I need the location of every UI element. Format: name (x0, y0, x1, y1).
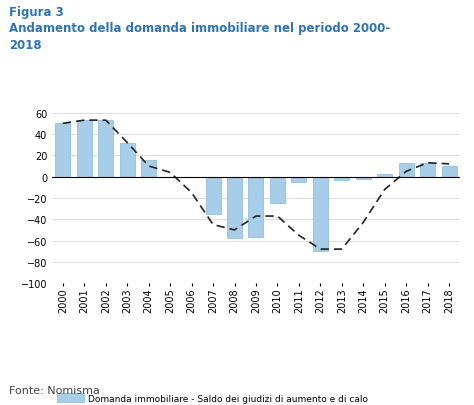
Bar (141, 160, 156, 177)
Bar (313, 177, 328, 252)
Bar (442, 166, 456, 177)
Legend: Domanda immobiliare - Saldo dei giudizi di aumento e di calo, Linea di tendenza : Domanda immobiliare - Saldo dei giudizi … (57, 394, 433, 405)
Bar (55, 124, 70, 177)
Bar (377, 175, 392, 177)
Text: Figura 3: Figura 3 (9, 6, 64, 19)
Bar (248, 177, 264, 238)
Bar (334, 177, 349, 180)
Text: Andamento della domanda immobiliare nel periodo 2000-
2018: Andamento della domanda immobiliare nel … (9, 22, 391, 52)
Bar (120, 143, 135, 177)
Bar (292, 177, 306, 183)
Bar (356, 177, 371, 179)
Text: Fonte: Nomisma: Fonte: Nomisma (9, 385, 100, 395)
Bar (98, 121, 113, 177)
Bar (399, 163, 414, 177)
Bar (420, 163, 435, 177)
Bar (227, 177, 242, 239)
Bar (77, 121, 92, 177)
Bar (206, 177, 220, 214)
Bar (270, 177, 285, 204)
